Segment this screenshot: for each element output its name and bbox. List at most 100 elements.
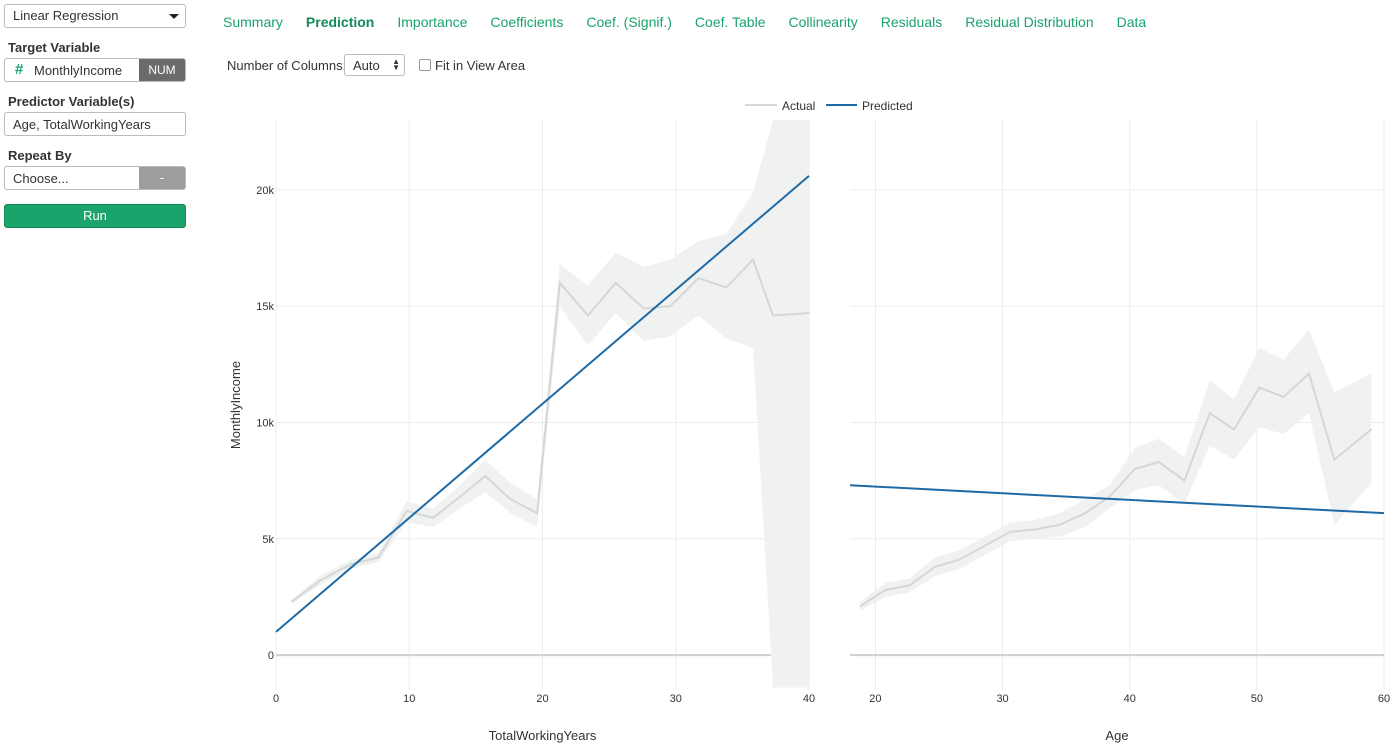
tab-coef-table[interactable]: Coef. Table [694, 14, 766, 30]
actual-point [1370, 428, 1373, 431]
actual-point [934, 565, 936, 568]
actual-point [772, 314, 774, 317]
predicted-line [275, 175, 810, 633]
actual-point [1058, 524, 1061, 526]
target-variable-field[interactable]: # MonthlyIncome NUM [4, 58, 186, 82]
actual-point [1084, 512, 1087, 514]
actual-point [725, 286, 728, 289]
repeat-by-clear-button[interactable]: - [139, 167, 185, 189]
fit-in-view-label[interactable]: Fit in View Area [435, 58, 526, 73]
chart-legend: Actual Predicted [745, 99, 913, 113]
confidence-band [860, 329, 1372, 611]
actual-point [983, 544, 986, 547]
y-tick-label: 10k [256, 417, 274, 429]
confidence-band [291, 120, 809, 688]
actual-point [1108, 496, 1111, 498]
tab-summary[interactable]: Summary [223, 14, 283, 30]
actual-point [1209, 412, 1211, 414]
x-tick-label: 20 [869, 693, 881, 705]
actual-point [808, 312, 810, 314]
predictor-variables-value: Age, TotalWorkingYears [13, 117, 151, 132]
target-variable-label: Target Variable [8, 40, 101, 55]
actual-point [642, 307, 645, 310]
actual-point [484, 475, 487, 477]
x-axis-title: TotalWorkingYears [489, 728, 597, 743]
model-type-select[interactable]: Linear Regression [4, 4, 186, 28]
tab-collinearity[interactable]: Collinearity [788, 14, 858, 30]
x-tick-label: 60 [1378, 693, 1390, 705]
run-button[interactable]: Run [4, 204, 186, 228]
actual-point [319, 579, 321, 582]
actual-point [349, 563, 352, 566]
actual-point [587, 314, 589, 317]
x-tick-label: 40 [1124, 693, 1136, 705]
actual-point [859, 605, 861, 608]
updown-arrows-icon: ▲ ▼ [392, 57, 400, 72]
repeat-by-field[interactable]: Choose... - [4, 166, 186, 190]
tab-data[interactable]: Data [1116, 14, 1147, 30]
actual-point [559, 282, 561, 284]
actual-point [536, 512, 538, 514]
x-tick-label: 10 [403, 693, 415, 705]
actual-line [859, 371, 1372, 608]
actual-point [1333, 458, 1336, 461]
repeat-by-label: Repeat By [8, 148, 72, 163]
actual-point [884, 589, 887, 591]
x-tick-label: 40 [803, 693, 815, 705]
y-tick-label: 5k [262, 534, 274, 546]
actual-point [509, 498, 512, 501]
number-of-columns-label: Number of Columns: [227, 58, 347, 73]
x-tick-label: 30 [670, 693, 682, 705]
actual-point [908, 584, 911, 587]
sidebar: Linear Regression Target Variable # Mont… [0, 0, 196, 750]
x-tick-label: 20 [536, 693, 548, 705]
actual-point [291, 600, 293, 603]
x-tick-label: 30 [996, 693, 1008, 705]
actual-point [669, 305, 672, 307]
actual-point [432, 517, 435, 519]
tab-residual-distribution[interactable]: Residual Distribution [965, 14, 1094, 30]
chart-panel-total-working-years: 0 10 20 30 40 0 5k 10k 15k 20k TotalWorkingYears [256, 120, 815, 743]
tab-bar: Summary Prediction Importance Coefficients C… [223, 14, 1169, 34]
tab-coef-signif[interactable]: Coef. (Signif.) [586, 14, 672, 30]
actual-point [958, 558, 961, 561]
tab-residuals[interactable]: Residuals [880, 14, 943, 30]
actual-point [752, 258, 754, 261]
actual-point [1258, 386, 1261, 389]
hash-icon: # [15, 61, 24, 78]
actual-point [697, 277, 700, 280]
y-axis-title: MonthlyIncome [228, 361, 243, 449]
tab-importance[interactable]: Importance [397, 14, 468, 30]
y-tick-label: 15k [256, 301, 274, 313]
repeat-by-placeholder: Choose... [13, 171, 69, 186]
actual-point [614, 282, 617, 284]
predicted-line [849, 484, 1385, 515]
x-tick-label: 0 [273, 693, 279, 705]
predictor-variables-label: Predictor Variable(s) [8, 94, 135, 109]
fit-in-view-checkbox[interactable] [419, 59, 431, 71]
actual-point [1134, 468, 1136, 470]
target-variable-value: MonthlyIncome [34, 63, 123, 78]
actual-point [405, 510, 408, 512]
legend-label-predicted: Predicted [862, 99, 913, 113]
y-tick-label: 0 [268, 650, 274, 662]
actual-line [291, 257, 810, 603]
tab-prediction[interactable]: Prediction [305, 14, 375, 30]
actual-point [1308, 372, 1310, 375]
actual-point [377, 556, 380, 559]
x-axis-title: Age [1105, 728, 1128, 743]
actual-point [459, 496, 461, 498]
legend-label-actual: Actual [782, 99, 815, 113]
number-of-columns-value: Auto [353, 58, 380, 73]
chart-panel-age: 20 30 40 50 60 Age [849, 120, 1390, 743]
column-type-badge: NUM [139, 59, 185, 81]
tab-coefficients[interactable]: Coefficients [490, 14, 564, 30]
chevron-down-icon [169, 14, 179, 19]
actual-point [1009, 530, 1011, 533]
actual-point [1233, 428, 1235, 431]
y-tick-label: 20k [256, 185, 274, 197]
number-of-columns-select[interactable]: Auto ▲ ▼ [344, 54, 405, 76]
predictor-variables-field[interactable]: Age, TotalWorkingYears [4, 112, 186, 136]
model-type-value: Linear Regression [13, 8, 119, 23]
